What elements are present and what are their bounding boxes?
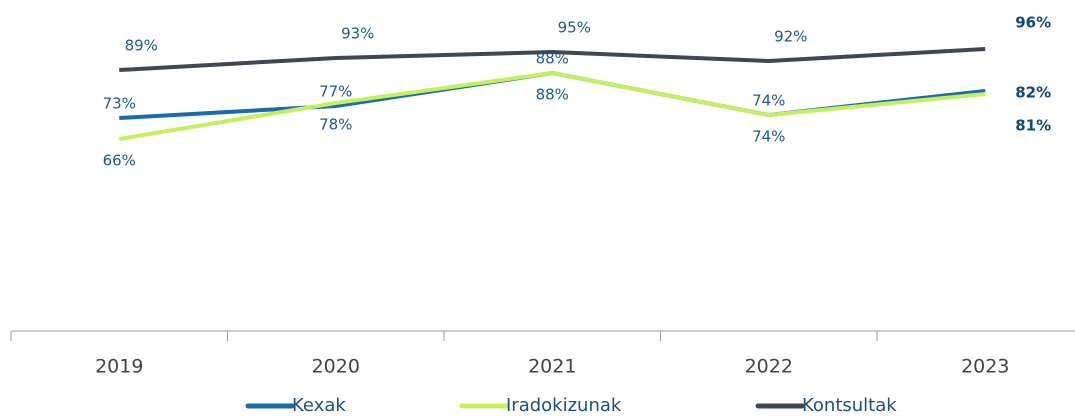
data-label: 78%	[319, 116, 352, 134]
data-label: 93%	[341, 25, 374, 43]
x-tick-label: 2022	[745, 356, 793, 378]
data-label: 82%	[1015, 84, 1051, 102]
data-label: 81%	[1015, 117, 1051, 135]
data-label: 95%	[558, 19, 591, 37]
data-label: 73%	[103, 95, 136, 113]
x-tick-label: 2021	[528, 356, 576, 378]
data-label: 92%	[774, 28, 807, 46]
legend-label: Kontsultak	[802, 395, 897, 416]
data-label: 96%	[1015, 14, 1051, 32]
data-label: 88%	[536, 86, 569, 104]
x-tick-label: 2020	[312, 356, 360, 378]
legend-label: Iradokizunak	[506, 395, 622, 416]
legend-label: Kexak	[292, 395, 346, 416]
series-line	[119, 47, 986, 72]
series-line	[118, 71, 986, 141]
data-label: 89%	[125, 37, 158, 55]
data-label: 66%	[103, 152, 136, 170]
data-label: 88%	[536, 50, 569, 68]
data-label: 74%	[752, 128, 785, 146]
x-tick-label: 2023	[961, 356, 1009, 378]
data-label: 77%	[319, 83, 352, 101]
x-tick-label: 2019	[95, 356, 143, 378]
data-label: 74%	[752, 92, 785, 110]
